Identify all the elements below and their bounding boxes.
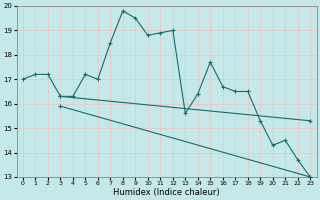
X-axis label: Humidex (Indice chaleur): Humidex (Indice chaleur)	[113, 188, 220, 197]
